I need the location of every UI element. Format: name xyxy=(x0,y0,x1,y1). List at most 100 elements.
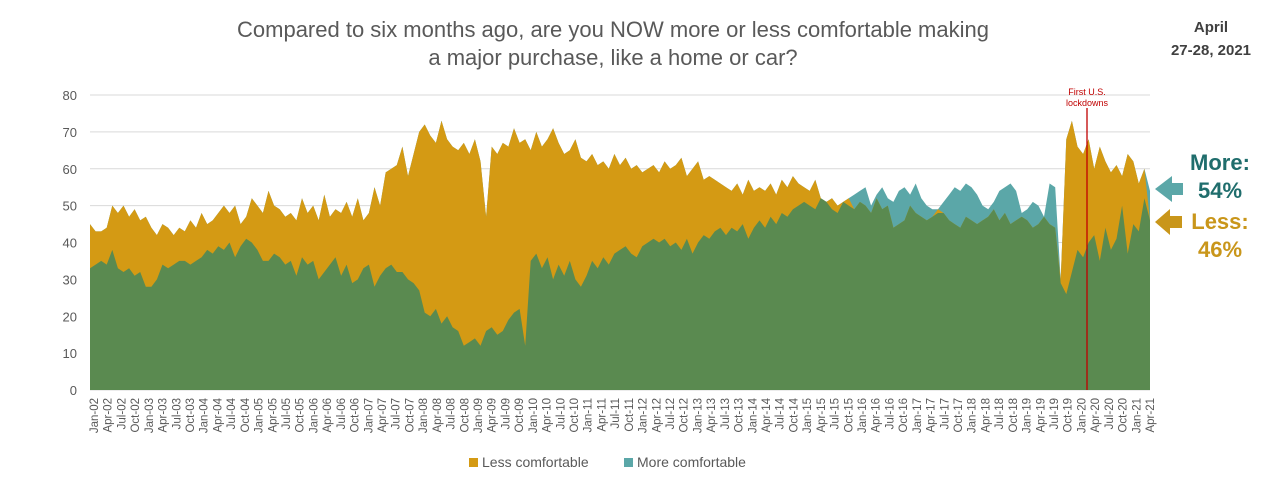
x-tick-label: Jul-07 xyxy=(391,398,403,429)
x-tick-label: Oct-06 xyxy=(350,398,362,433)
x-tick-label: Jan-21 xyxy=(1131,398,1143,433)
x-tick-label: Oct-15 xyxy=(843,398,855,433)
x-tick-label: Jan-03 xyxy=(144,398,156,433)
x-tick-label: Jul-11 xyxy=(610,398,622,428)
x-tick-label: Apr-13 xyxy=(706,398,718,433)
x-tick-label: Apr-17 xyxy=(926,398,938,433)
x-tick-label: Oct-05 xyxy=(295,398,307,433)
x-tick-label: Jan-12 xyxy=(638,398,650,433)
lockdown-annotation: First U.S. lockdowns xyxy=(1066,87,1109,390)
date-line-1: April xyxy=(1193,19,1229,36)
x-tick-label: Jan-10 xyxy=(528,398,540,433)
legend-swatch-less xyxy=(469,458,478,467)
x-tick-label: Oct-04 xyxy=(240,397,252,432)
more-callout-value: 54% xyxy=(1198,178,1242,203)
y-tick-label: 30 xyxy=(63,272,77,287)
x-tick-label: Apr-09 xyxy=(487,398,499,433)
x-tick-label: Apr-19 xyxy=(1035,398,1047,433)
y-tick-label: 60 xyxy=(63,162,77,177)
x-tick-label: Apr-18 xyxy=(980,398,992,433)
legend: Less comfortable More comfortable xyxy=(469,454,746,470)
x-tick-label: Jul-17 xyxy=(939,398,951,429)
x-tick-label: Jan-16 xyxy=(857,398,869,433)
x-tick-label: Jul-20 xyxy=(1104,398,1116,429)
x-tick-label: Apr-07 xyxy=(377,398,389,433)
x-tick-label: Jul-18 xyxy=(994,398,1006,429)
x-tick-label: Oct-19 xyxy=(1063,398,1075,433)
more-callout-label: More: xyxy=(1190,150,1250,175)
y-tick-label: 50 xyxy=(63,199,77,214)
chart-title: Compared to six months ago, are you NOW … xyxy=(150,16,1076,72)
x-tick-label: Oct-14 xyxy=(788,397,800,432)
x-tick-label: Oct-18 xyxy=(1008,398,1020,433)
title-line-1: Compared to six months ago, are you NOW … xyxy=(237,17,989,42)
x-tick-label: Jul-05 xyxy=(281,398,293,429)
x-tick-label: Apr-21 xyxy=(1145,398,1157,433)
y-axis-ticks: 0 10 20 30 40 50 60 70 80 xyxy=(63,88,77,398)
x-tick-label: Jan-05 xyxy=(254,398,266,433)
y-tick-label: 80 xyxy=(63,88,77,103)
x-tick-label: Jul-09 xyxy=(500,398,512,429)
x-tick-label: Jul-14 xyxy=(775,397,787,429)
x-tick-label: Apr-12 xyxy=(651,398,663,433)
x-tick-label: Jul-10 xyxy=(555,398,567,429)
x-tick-label: Jul-15 xyxy=(830,398,842,429)
x-tick-label: Apr-06 xyxy=(322,398,334,433)
x-tick-label: Jan-20 xyxy=(1076,398,1088,433)
x-tick-label: Jan-18 xyxy=(967,398,979,433)
x-tick-label: Apr-04 xyxy=(212,397,224,432)
lockdown-label-line-1: First U.S. xyxy=(1068,87,1106,97)
x-tick-label: Oct-03 xyxy=(185,398,197,433)
x-tick-label: Jan-06 xyxy=(308,398,320,433)
x-tick-label: Jan-13 xyxy=(692,398,704,433)
x-tick-label: Jul-12 xyxy=(665,398,677,429)
x-tick-label: Apr-11 xyxy=(596,398,608,432)
x-tick-label: Apr-02 xyxy=(103,398,115,433)
x-tick-label: Oct-11 xyxy=(624,398,636,432)
x-tick-label: Jul-16 xyxy=(884,398,896,429)
x-tick-label: Oct-13 xyxy=(734,398,746,433)
x-tick-label: Jan-02 xyxy=(89,398,101,433)
x-tick-label: Apr-10 xyxy=(542,398,554,433)
overlap-base-area xyxy=(90,198,1150,390)
x-tick-label: Apr-05 xyxy=(267,398,279,433)
y-tick-label: 0 xyxy=(70,383,77,398)
legend-swatch-more xyxy=(624,458,633,467)
x-tick-label: Jan-04 xyxy=(199,397,211,433)
x-tick-label: Jan-15 xyxy=(802,398,814,433)
result-callouts: More: 54% Less: 46% xyxy=(1155,150,1250,262)
less-callout-value: 46% xyxy=(1198,237,1242,262)
x-axis-ticks: Jan-02 Apr-02 Jul-02 Oct-02 Jan-03 Apr-03 Jul-… xyxy=(89,397,1157,433)
x-tick-label: Jan-14 xyxy=(747,397,759,433)
chart-areas xyxy=(90,120,1150,391)
x-tick-label: Jul-04 xyxy=(226,397,238,429)
x-tick-label: Jul-13 xyxy=(720,398,732,429)
x-tick-label: Oct-07 xyxy=(404,398,416,433)
x-tick-label: Jul-06 xyxy=(336,398,348,429)
date-line-2: 27-28, 2021 xyxy=(1170,42,1252,59)
x-tick-label: Oct-10 xyxy=(569,398,581,433)
survey-date: April 27-28, 2021 xyxy=(1150,16,1272,62)
x-tick-label: Jan-08 xyxy=(418,398,430,433)
more-arrow-icon xyxy=(1155,176,1183,202)
x-tick-label: Apr-15 xyxy=(816,398,828,433)
x-tick-label: Oct-08 xyxy=(459,398,471,433)
y-tick-label: 40 xyxy=(63,236,77,251)
y-tick-label: 70 xyxy=(63,125,77,140)
x-tick-label: Jul-02 xyxy=(116,398,128,429)
title-line-2: a major purchase, like a home or car? xyxy=(428,45,798,70)
x-tick-label: Apr-16 xyxy=(871,398,883,433)
x-tick-label: Jan-09 xyxy=(473,398,485,433)
x-tick-label: Apr-14 xyxy=(761,397,773,432)
x-tick-label: Jul-08 xyxy=(446,398,458,429)
less-callout-label: Less: xyxy=(1191,209,1248,234)
x-tick-label: Jul-03 xyxy=(171,398,183,429)
x-tick-label: Apr-08 xyxy=(432,398,444,433)
x-tick-label: Oct-02 xyxy=(130,398,142,433)
x-tick-label: Apr-03 xyxy=(158,398,170,433)
x-tick-label: Oct-17 xyxy=(953,398,965,433)
x-tick-label: Apr-20 xyxy=(1090,398,1102,433)
lockdown-label-line-2: lockdowns xyxy=(1066,98,1109,108)
x-tick-label: Jul-19 xyxy=(1049,398,1061,429)
